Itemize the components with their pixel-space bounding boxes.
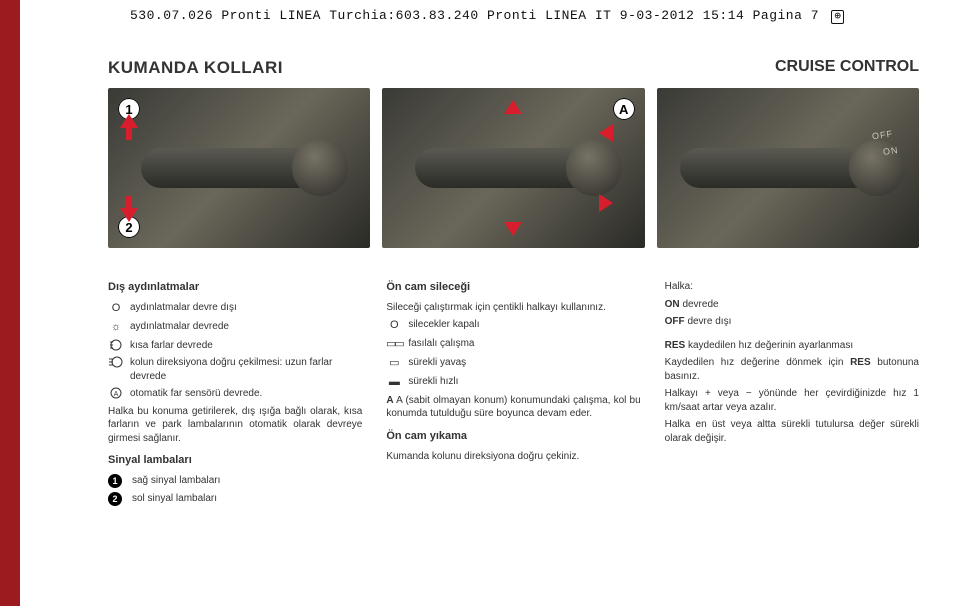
photo-wiper-stalk: A — [382, 88, 644, 248]
col-lights: Dış aydınlatmalar O aydınlatmalar devre … — [108, 280, 362, 510]
highbeam-icon — [108, 356, 124, 368]
stalk-shape — [415, 148, 612, 188]
arrow-up-icon — [504, 100, 522, 114]
heading-on-cam-silecegi: Ön cam sileceği — [386, 280, 640, 295]
halka-label: Halka: — [665, 280, 919, 294]
bullet-2: 2 — [108, 492, 122, 506]
bullet-1: 1 — [108, 474, 122, 488]
row-lowbeam: kısa farlar devrede — [108, 339, 362, 353]
section-title-left: KUMANDA KOLLARI — [108, 58, 283, 78]
wiper-a-note: A A (sabit olmayan konum) konumundaki ça… — [386, 394, 640, 421]
heading-on-cam-yikama: Ön cam yıkama — [386, 429, 640, 444]
wash-text: Kumanda kolunu direksiyona doğru çekiniz… — [386, 450, 640, 464]
header-text: 530.07.026 Pronti LINEA Turchia:603.83.2… — [130, 8, 819, 23]
sidelight-icon: ☼ — [108, 320, 124, 335]
col-cruise: Halka: ON devrede OFF devre dışı RES kay… — [665, 280, 919, 510]
bold-off: OFF — [665, 316, 685, 327]
row-wiper-slow: ▭ sürekli yavaş — [386, 356, 640, 371]
bold-A: A — [386, 395, 393, 406]
text: kısa farlar devrede — [130, 339, 213, 353]
text: Kaydedilen hız değerine dönmek için — [665, 357, 850, 368]
row-lights-on: ☼ aydınlatmalar devrede — [108, 320, 362, 335]
text: sol sinyal lambaları — [132, 492, 217, 506]
row-auto: A otomatik far sensörü devrede. — [108, 387, 362, 401]
arrow-up-icon — [120, 114, 138, 128]
text: aydınlatmalar devrede — [130, 320, 229, 334]
label-off: OFF — [871, 129, 893, 142]
res-button-text: Kaydedilen hız değerine dönmek için RES … — [665, 356, 919, 383]
stalk-shape — [680, 148, 895, 188]
auto-explain: Halka bu konuma getirilerek, dış ışığa b… — [108, 405, 362, 446]
text: otomatik far sensörü devrede. — [130, 387, 262, 401]
photo-cruise-stalk: OFF ON — [657, 88, 919, 248]
off-row: OFF devre dışı — [665, 315, 919, 329]
registration-mark-icon: ⊕ — [831, 10, 844, 24]
title-row: KUMANDA KOLLARI CRUISE CONTROL — [108, 58, 919, 78]
text: devrede — [682, 299, 718, 310]
callout-A: A — [613, 98, 635, 120]
text-columns: Dış aydınlatmalar O aydınlatmalar devre … — [108, 280, 919, 510]
text: sağ sinyal lambaları — [132, 474, 220, 488]
row-highbeam: kolun direksiyona doğru çekilmesi: uzun … — [108, 356, 362, 383]
row-wiper-intermittent: ▭▭ fasılalı çalışma — [386, 337, 640, 352]
text: kaydedilen hız değerinin ayarlanması — [688, 340, 853, 351]
arrow-down-icon — [504, 222, 522, 236]
res-row: RES kaydedilen hız değerinin ayarlanması — [665, 339, 919, 353]
svg-text:A: A — [114, 391, 119, 398]
text: devre dışı — [687, 316, 731, 327]
bold-res2: RES — [850, 357, 871, 368]
on-row: ON devrede — [665, 298, 919, 312]
auto-icon: A — [108, 387, 124, 399]
text: A (sabit olmayan konum) konumundaki çalı… — [386, 395, 640, 420]
arrow-down-icon — [120, 208, 138, 222]
lowbeam-icon — [108, 339, 124, 351]
row-signal-left: 2 sol sinyal lambaları — [108, 492, 362, 506]
heading-dis-aydinlatmalar: Dış aydınlatmalar — [108, 280, 362, 295]
heading-sinyal: Sinyal lambaları — [108, 453, 362, 468]
text: silecekler kapalı — [408, 318, 479, 332]
text: kolun direksiyona doğru çekilmesi: uzun … — [130, 356, 362, 383]
wiper-intermittent-icon: ▭▭ — [386, 337, 402, 352]
row-signal-right: 1 sağ sinyal lambaları — [108, 474, 362, 488]
row-lights-off: O aydınlatmalar devre dışı — [108, 301, 362, 316]
left-red-bar — [0, 0, 20, 606]
header-filepath: 530.07.026 Pronti LINEA Turchia:603.83.2… — [130, 8, 844, 23]
text: fasılalı çalışma — [408, 337, 474, 351]
lights-off-icon: O — [108, 301, 124, 316]
wiper-intro: Sileceği çalıştırmak için çentikli halka… — [386, 301, 640, 315]
plus-minus-text: Halkayı + veya − yönünde her çevirdiğini… — [665, 387, 919, 414]
photo-row: 1 2 A OFF ON — [108, 88, 919, 248]
hold-text: Halka en üst veya altta sürekli tutulurs… — [665, 418, 919, 445]
text: sürekli yavaş — [408, 356, 466, 370]
wiper-fast-icon: ▬ — [386, 375, 402, 390]
bold-res: RES — [665, 340, 686, 351]
row-wiper-off: O silecekler kapalı — [386, 318, 640, 333]
bold-on: ON — [665, 299, 680, 310]
wiper-off-icon: O — [386, 318, 402, 333]
photo-light-stalk: 1 2 — [108, 88, 370, 248]
text: sürekli hızlı — [408, 375, 458, 389]
arrow-left-icon — [599, 124, 613, 142]
section-title-right: CRUISE CONTROL — [775, 58, 919, 78]
wiper-slow-icon: ▭ — [386, 356, 402, 371]
stalk-shape — [141, 148, 338, 188]
text: aydınlatmalar devre dışı — [130, 301, 237, 315]
col-wiper: Ön cam sileceği Sileceği çalıştırmak içi… — [386, 280, 640, 510]
row-wiper-fast: ▬ sürekli hızlı — [386, 375, 640, 390]
arrow-right-icon — [599, 194, 613, 212]
